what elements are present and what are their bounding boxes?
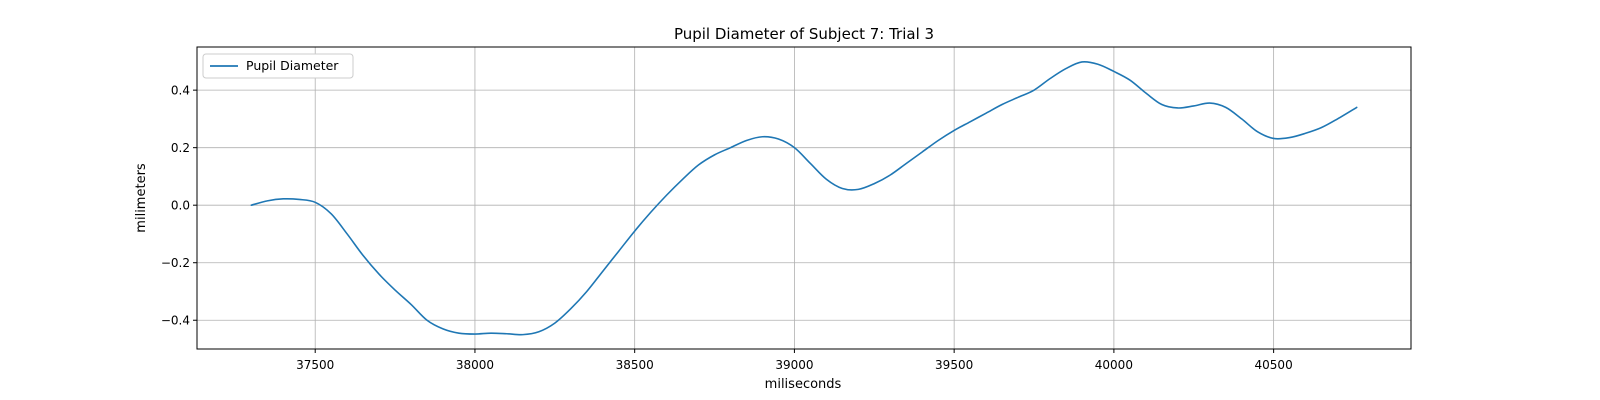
y-tick-label: −0.4: [161, 314, 190, 328]
x-axis-label: miliseconds: [765, 377, 842, 392]
y-tick-label: 0.4: [171, 84, 190, 98]
y-tick-label: 0.0: [171, 199, 190, 213]
legend: Pupil Diameter: [202, 53, 354, 79]
legend-box: [202, 53, 354, 79]
x-axis: 37500 38000 38500 39000 39500 40000 40500: [296, 349, 1293, 372]
x-tick-label: 38000: [456, 358, 494, 372]
plot-frame: [196, 46, 1412, 350]
y-tick-label: 0.2: [171, 141, 190, 155]
x-tick-label: 37500: [296, 358, 334, 372]
x-tick-label: 40500: [1255, 358, 1293, 372]
legend-label: Pupil Diameter: [246, 58, 339, 73]
series-line-pupil-diameter: [250, 60, 1358, 336]
x-tick-label: 38500: [616, 358, 654, 372]
y-tick-label: −0.2: [161, 256, 190, 270]
x-tick-label: 39000: [775, 358, 813, 372]
chart-title: Pupil Diameter of Subject 7: Trial 3: [674, 25, 934, 43]
grid: [197, 47, 1411, 349]
y-axis-label: milimeters: [134, 163, 149, 233]
x-tick-label: 40000: [1095, 358, 1133, 372]
x-tick-label: 39500: [935, 358, 973, 372]
series-layer: [250, 60, 1358, 336]
y-axis: −0.4 −0.2 0.0 0.2 0.4: [161, 84, 197, 328]
